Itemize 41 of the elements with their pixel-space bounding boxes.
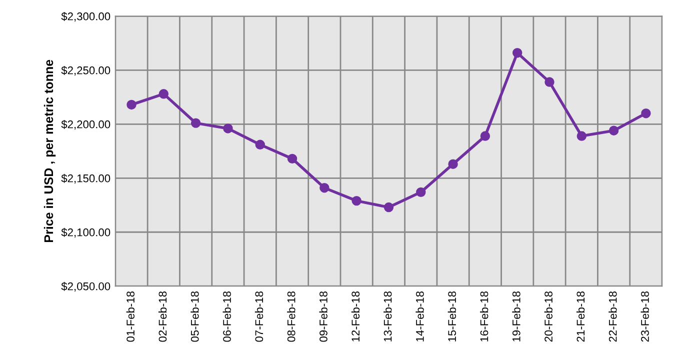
x-tick-label: 14-Feb-18 [416, 291, 424, 342]
x-tick-label: 01-Feb-18 [126, 291, 134, 342]
x-tick-label: 15-Feb-18 [448, 291, 456, 342]
point [641, 108, 651, 118]
point [576, 131, 587, 141]
point [448, 159, 458, 169]
x-tick-label: 02-Feb-18 [158, 291, 167, 342]
point [255, 140, 265, 150]
point [287, 154, 298, 164]
x-tick-label: 09-Feb-18 [319, 291, 328, 342]
point [190, 118, 201, 128]
point [384, 202, 394, 212]
y-tick-label: $2,100.00 [61, 228, 110, 238]
x-tick-label: 13-Feb-18 [384, 291, 392, 342]
y-tick-label: $2,300.00 [61, 12, 110, 22]
x-tick-label: 16-Feb-18 [480, 291, 488, 342]
x-tick-label: 20-Feb-18 [544, 291, 552, 342]
point [416, 187, 426, 198]
point [544, 77, 554, 87]
x-tick-label: 22-Feb-18 [608, 291, 617, 342]
point [352, 196, 362, 206]
y-tick-label: $2,200.00 [61, 120, 110, 130]
point [480, 131, 490, 141]
point [512, 48, 522, 58]
point [223, 124, 233, 134]
x-tick-label: 12-Feb-18 [351, 291, 360, 342]
x-tick-label: 08-Feb-18 [287, 291, 296, 342]
y-tick-label: $2,050.00 [61, 282, 110, 292]
x-tick-label: 21-Feb-18 [576, 291, 585, 342]
x-tick-label: 06-Feb-18 [222, 291, 231, 342]
x-tick-label: 23-Feb-18 [640, 291, 649, 342]
y-axis-title: Price in USD , per metric tonne [44, 60, 56, 242]
point [126, 100, 136, 110]
point [320, 182, 330, 193]
point [608, 126, 619, 136]
y-tick-label: $2,150.00 [61, 174, 110, 184]
x-tick-label: 19-Feb-18 [512, 291, 520, 342]
x-tick-label: 05-Feb-18 [190, 291, 199, 342]
y-tick-label: $2,250.00 [61, 66, 110, 76]
point [158, 89, 169, 99]
x-tick-label: 07-Feb-18 [254, 291, 264, 342]
